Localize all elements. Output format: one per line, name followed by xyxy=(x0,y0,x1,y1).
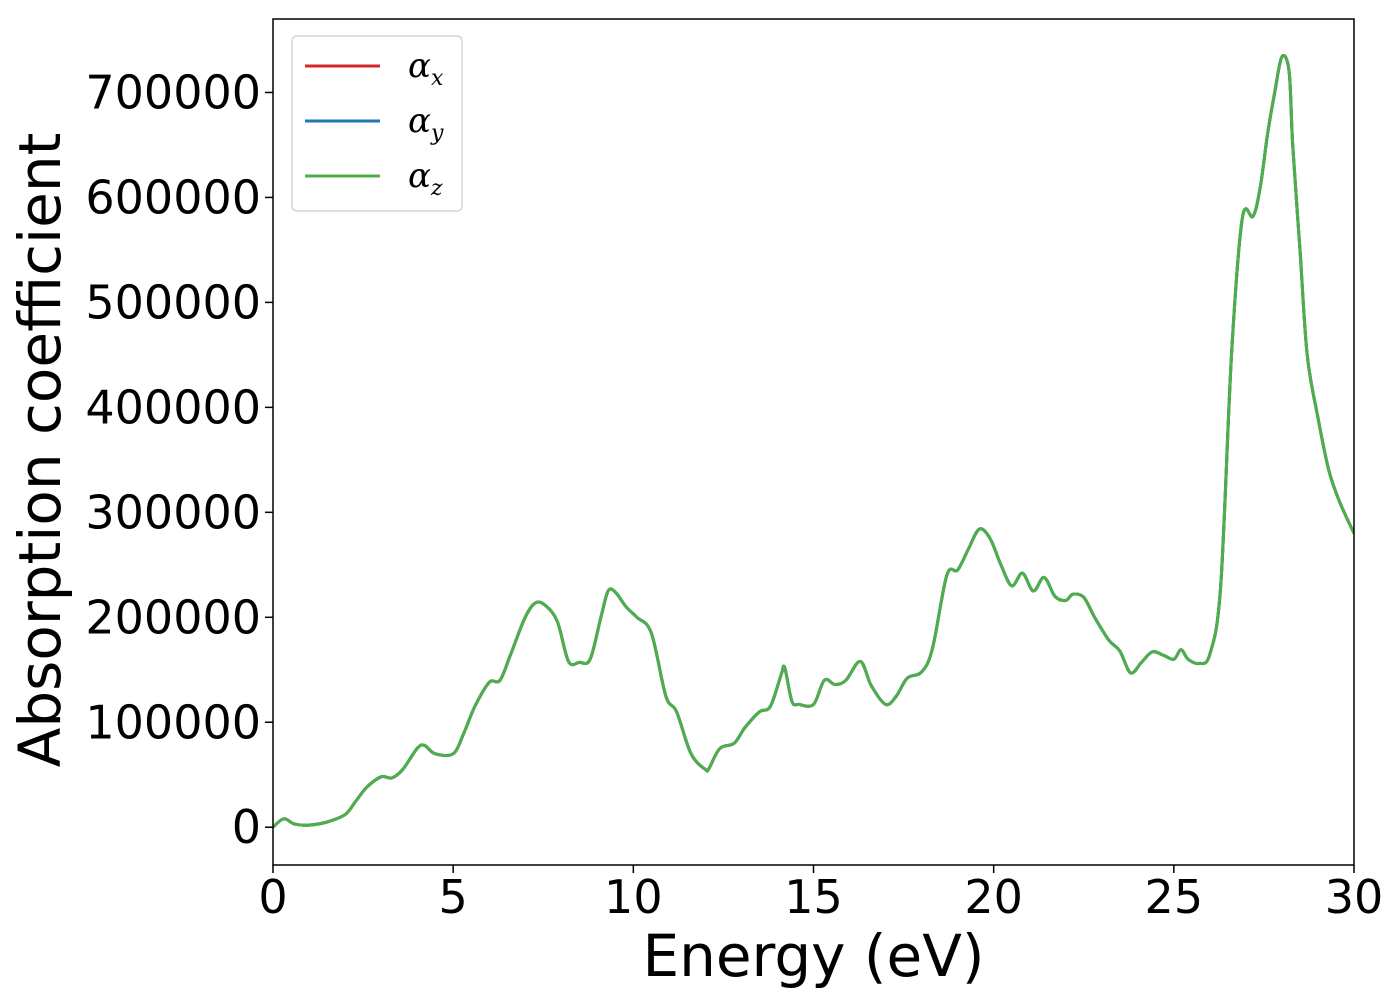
y-tick-label: 100000 xyxy=(85,695,261,749)
y-tick-label: 300000 xyxy=(85,485,261,539)
x-tick-label: 20 xyxy=(964,870,1023,924)
x-tick-label: 30 xyxy=(1325,870,1384,924)
series-layer xyxy=(273,54,1354,829)
x-axis-label: Energy (eV) xyxy=(642,922,984,990)
y-tick-label: 400000 xyxy=(85,380,261,434)
y-tick-label: 600000 xyxy=(85,170,261,224)
x-tick-label: 0 xyxy=(258,870,287,924)
y-tick-label: 500000 xyxy=(85,275,261,329)
legend-box xyxy=(291,35,463,212)
y-axis-label: Absorption coefficient xyxy=(6,133,74,768)
x-tick-label: 5 xyxy=(439,870,468,924)
legend-label-y: αy xyxy=(408,101,444,146)
x-tick-label: 10 xyxy=(604,870,663,924)
x-tick-label: 25 xyxy=(1145,870,1204,924)
x-tick-label: 15 xyxy=(784,870,843,924)
y-tick-label: 200000 xyxy=(85,590,261,644)
series-line-z xyxy=(273,54,1354,829)
legend-symbol: α xyxy=(408,101,431,141)
y-tick-label: 0 xyxy=(232,800,261,854)
legend-symbol: α xyxy=(408,46,431,86)
legend-symbol: α xyxy=(408,156,431,196)
legend-label-x: αx xyxy=(408,46,444,91)
legend-subscript: y xyxy=(430,121,444,146)
ticks-layer: 0 5 10 15 20 25 30 0 100000 200000 300000 400000 500… xyxy=(85,65,1383,924)
legend-subscript: x xyxy=(431,66,444,91)
legend-subscript: z xyxy=(430,176,443,201)
legend-label-z: αz xyxy=(408,156,443,201)
y-tick-label: 700000 xyxy=(85,65,261,119)
